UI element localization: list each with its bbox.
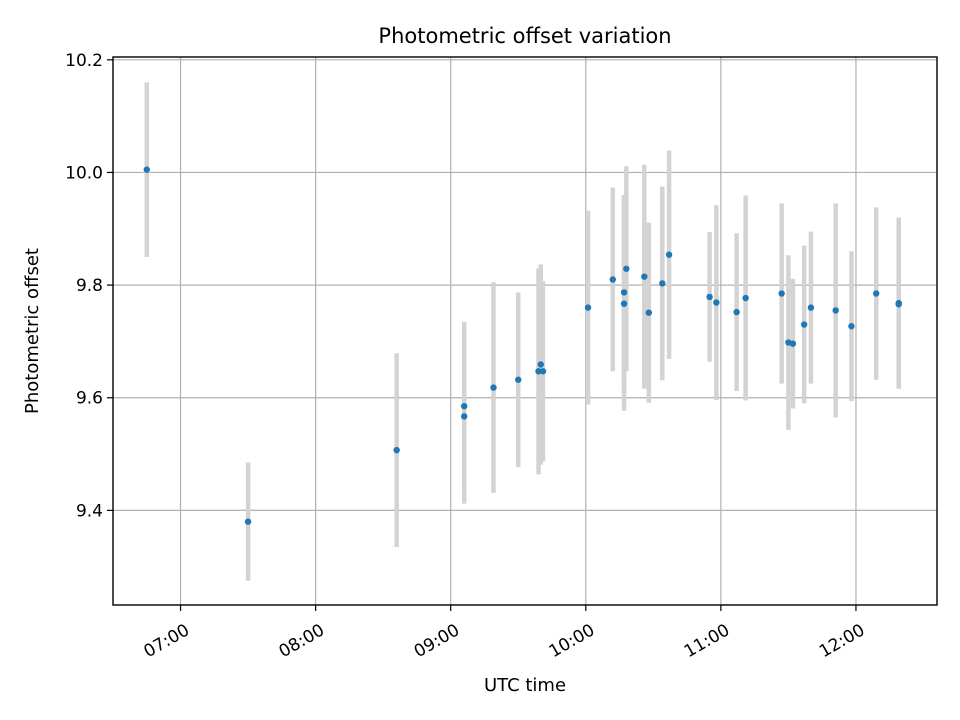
plot-frame <box>112 56 938 606</box>
data-point <box>742 294 749 302</box>
x-axis-label: UTC time <box>484 675 566 696</box>
data-point <box>620 289 628 296</box>
data-point <box>778 290 785 297</box>
data-point <box>733 308 740 316</box>
grid <box>113 57 937 605</box>
y-axis-label: Photometric offset <box>22 248 43 414</box>
data-point <box>537 361 544 368</box>
data-points <box>143 166 902 525</box>
data-point <box>539 368 547 375</box>
data-point <box>789 340 797 347</box>
y-tick-label: 9.6 <box>76 389 103 409</box>
data-point <box>645 309 653 316</box>
data-point <box>623 265 630 272</box>
data-point <box>393 446 400 454</box>
data-point <box>665 251 673 258</box>
y-tick-label: 10.0 <box>65 163 103 183</box>
data-point <box>490 384 497 391</box>
data-point <box>848 323 855 330</box>
data-point <box>641 273 648 280</box>
data-point <box>535 368 542 375</box>
data-point <box>515 376 522 383</box>
data-point <box>461 413 468 420</box>
chart-title: Photometric offset variation <box>378 24 671 48</box>
data-point <box>461 402 468 410</box>
data-point <box>832 307 839 314</box>
data-point <box>713 299 720 306</box>
y-tick-label: 9.4 <box>76 501 103 521</box>
data-point <box>800 321 808 328</box>
data-point <box>143 166 150 173</box>
data-point <box>620 300 628 307</box>
data-point <box>244 518 252 525</box>
data-point <box>659 280 666 287</box>
data-point <box>609 276 617 283</box>
y-tick-label: 10.2 <box>65 51 103 71</box>
data-point <box>584 304 592 311</box>
data-point <box>807 304 815 311</box>
data-point <box>873 290 880 297</box>
data-point <box>895 301 902 308</box>
data-point <box>706 293 713 301</box>
y-tick-label: 9.8 <box>76 276 103 296</box>
